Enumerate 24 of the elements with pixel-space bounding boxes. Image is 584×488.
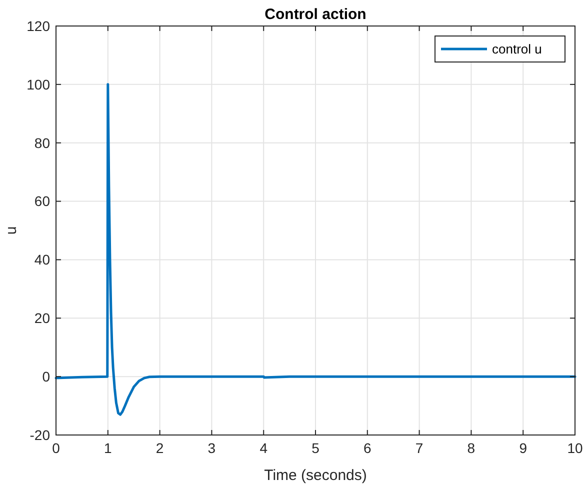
- y-tick-label: 80: [34, 134, 50, 151]
- y-tick-label: 40: [34, 252, 50, 268]
- y-tick-label: 60: [34, 193, 50, 210]
- x-tick-label: 3: [208, 440, 216, 456]
- x-tick-label: 9: [519, 440, 528, 456]
- x-tick-label: 6: [364, 440, 372, 456]
- legend-label: control u: [492, 42, 542, 57]
- x-tick-label: 8: [467, 440, 476, 456]
- chart-title: Control action: [264, 6, 366, 23]
- x-tick-label: 0: [52, 440, 60, 456]
- y-tick-label: -20: [30, 426, 50, 443]
- line-series: [54, 83, 576, 416]
- x-tick-label: 2: [156, 440, 164, 456]
- y-tick-label: 100: [26, 76, 50, 92]
- x-tick-label: 4: [260, 440, 268, 456]
- x-tick-label: 1: [104, 440, 112, 456]
- x-tick-label: 7: [415, 440, 424, 456]
- x-tick-label: 5: [312, 440, 320, 456]
- y-axis-title: u: [3, 226, 20, 235]
- x-tick-label: 10: [567, 440, 583, 456]
- x-axis-title: Time (seconds): [264, 467, 367, 484]
- y-tick-label: 120: [26, 18, 50, 34]
- y-tick-label: 20: [34, 310, 50, 326]
- y-tick-label: 0: [42, 368, 50, 384]
